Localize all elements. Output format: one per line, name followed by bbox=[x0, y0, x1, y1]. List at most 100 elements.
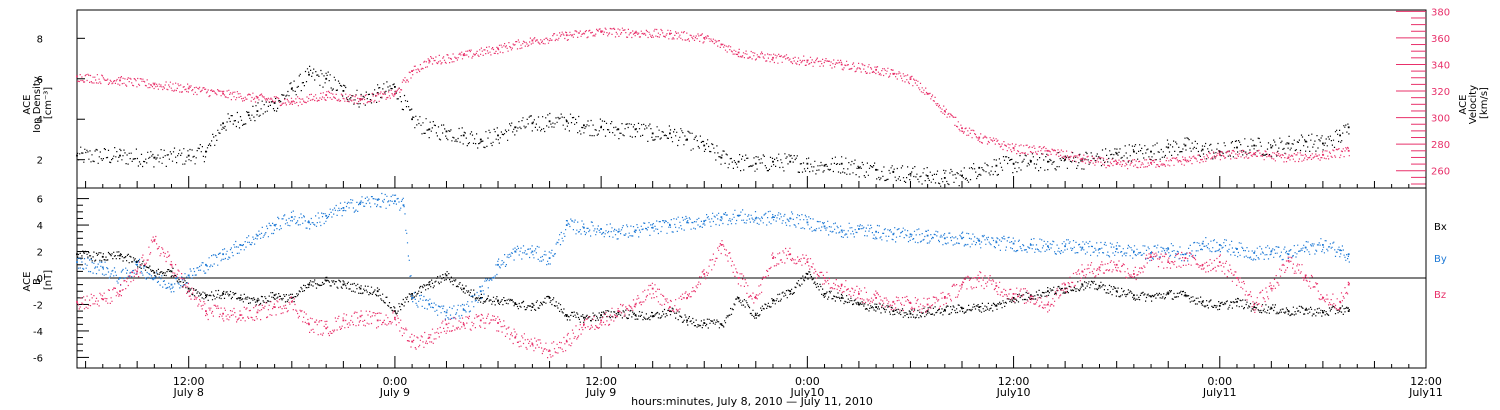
density-tick-label: 2 bbox=[37, 156, 43, 167]
velocity-point bbox=[1347, 149, 1350, 152]
by-point bbox=[600, 228, 602, 230]
by-point bbox=[1167, 248, 1170, 250]
bx-point bbox=[153, 271, 156, 274]
density-point bbox=[1253, 144, 1256, 147]
density-point bbox=[1304, 140, 1307, 143]
by-point bbox=[754, 217, 757, 220]
bx-point bbox=[376, 290, 379, 293]
bx-point bbox=[256, 299, 259, 302]
bz-point bbox=[1167, 261, 1170, 263]
velocity-point bbox=[222, 92, 224, 95]
density-point bbox=[1012, 162, 1015, 165]
density-point bbox=[497, 134, 499, 137]
by-series bbox=[76, 192, 1350, 320]
by-point bbox=[497, 263, 499, 266]
bx-point bbox=[565, 314, 568, 316]
velocity-point bbox=[290, 100, 293, 103]
bz-point bbox=[394, 316, 396, 319]
bz-point bbox=[1047, 303, 1049, 306]
bz-point bbox=[1012, 293, 1015, 295]
by-point bbox=[239, 244, 242, 246]
density-point bbox=[187, 154, 190, 157]
velocity-point bbox=[961, 127, 963, 130]
bz-point bbox=[428, 336, 431, 339]
by-point bbox=[1081, 246, 1084, 249]
by-point bbox=[669, 224, 671, 226]
velocity-point bbox=[428, 59, 431, 62]
by-point bbox=[1304, 246, 1307, 249]
bz-point bbox=[995, 285, 998, 287]
by-point bbox=[617, 230, 620, 233]
density-point bbox=[961, 175, 963, 177]
velocity-axis-label-line: Velocity bbox=[1468, 85, 1479, 124]
bx-point bbox=[892, 310, 895, 312]
by-point bbox=[840, 229, 843, 232]
bz-point bbox=[909, 302, 912, 304]
bz-point bbox=[359, 315, 362, 318]
bz-point bbox=[187, 290, 190, 293]
time-tick-label: 0:00 bbox=[1207, 375, 1232, 388]
density-point bbox=[772, 160, 774, 163]
velocity-point bbox=[909, 78, 912, 80]
velocity-point bbox=[943, 110, 946, 112]
density-point bbox=[411, 118, 413, 121]
density-point bbox=[531, 122, 534, 125]
by-point bbox=[720, 216, 723, 218]
bz-series bbox=[76, 235, 1350, 359]
density-point bbox=[1201, 148, 1204, 151]
bx-series bbox=[76, 250, 1350, 329]
bx-point bbox=[1098, 285, 1101, 287]
bz-point bbox=[325, 327, 328, 330]
bx-point bbox=[101, 255, 104, 258]
by-point bbox=[479, 290, 482, 293]
velocity-point bbox=[926, 92, 929, 95]
bz-point bbox=[256, 311, 259, 314]
density-point bbox=[308, 73, 310, 76]
density-point bbox=[1029, 160, 1032, 163]
bz-point bbox=[943, 297, 946, 299]
density-point bbox=[1218, 150, 1221, 153]
density-point bbox=[754, 162, 757, 165]
density-point bbox=[1270, 146, 1273, 149]
bx-point bbox=[325, 279, 328, 282]
density-point bbox=[651, 132, 654, 135]
bx-point bbox=[1322, 311, 1324, 314]
by-point bbox=[402, 204, 405, 207]
density-point bbox=[1167, 146, 1170, 149]
bx-point bbox=[497, 299, 499, 302]
by-point bbox=[961, 237, 963, 240]
by-point bbox=[1270, 250, 1273, 253]
by-point bbox=[170, 283, 173, 286]
velocity-tick-label: 300 bbox=[1431, 114, 1450, 125]
bz-point bbox=[1236, 277, 1238, 279]
bz-point bbox=[634, 303, 637, 306]
bx-point bbox=[462, 287, 465, 290]
bx-point bbox=[754, 314, 757, 316]
bz-point bbox=[840, 283, 843, 286]
by-point bbox=[1029, 244, 1032, 246]
bz-point bbox=[703, 273, 706, 275]
bx-point bbox=[1150, 295, 1152, 298]
bx-point bbox=[909, 312, 912, 315]
bz-point bbox=[1322, 297, 1324, 299]
by-point bbox=[1287, 253, 1290, 256]
bx-point bbox=[187, 287, 190, 290]
bx-point bbox=[1253, 306, 1256, 308]
bz-point bbox=[273, 306, 276, 308]
bx-point bbox=[823, 293, 826, 295]
bz-point bbox=[720, 244, 723, 246]
density-point bbox=[1322, 142, 1324, 145]
bx-point bbox=[583, 316, 585, 319]
velocity-point bbox=[600, 30, 602, 33]
velocity-axis-label-line: [km/s] bbox=[1479, 87, 1490, 119]
bz-point bbox=[462, 323, 465, 326]
bx-point bbox=[1270, 307, 1273, 310]
by-point bbox=[1218, 244, 1221, 246]
bz-point bbox=[1339, 300, 1341, 303]
by-point bbox=[565, 224, 568, 226]
date-tick-label: July10 bbox=[996, 386, 1031, 399]
bx-point bbox=[840, 297, 843, 299]
velocity-tick-label: 280 bbox=[1431, 140, 1450, 151]
by-point bbox=[875, 230, 877, 233]
